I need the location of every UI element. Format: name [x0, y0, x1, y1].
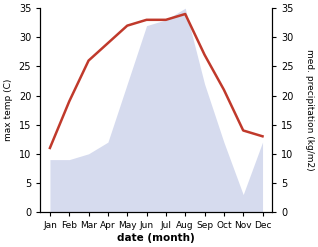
X-axis label: date (month): date (month) [117, 233, 195, 243]
Y-axis label: med. precipitation (kg/m2): med. precipitation (kg/m2) [305, 49, 314, 171]
Y-axis label: max temp (C): max temp (C) [4, 79, 13, 141]
